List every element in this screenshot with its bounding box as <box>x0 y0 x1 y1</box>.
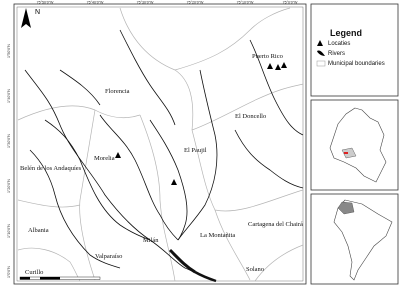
coord-label: 1°0'0"N <box>7 266 11 278</box>
north-label: N <box>35 9 40 16</box>
south-america-outline <box>333 199 393 281</box>
localities <box>115 62 287 185</box>
legend-locality-icon <box>317 40 323 46</box>
coord-label: 1°50'0"N <box>7 44 11 58</box>
place-label: Valparaíso <box>95 253 122 260</box>
legend-title: Legend <box>330 28 362 38</box>
place-label: Cartagena del Chairá <box>248 221 303 228</box>
colombia-highlight <box>337 201 355 215</box>
legend-item: Municipal boundaries <box>328 61 385 67</box>
colombia-outline <box>329 107 387 183</box>
place-label: Puerto Rico <box>252 53 283 60</box>
coord-label: 1°20'0"N <box>7 179 11 193</box>
main-map-frame <box>13 3 307 285</box>
place-label: Belén de los Andaquíes <box>20 165 82 172</box>
coord-label: 75°40'0"W <box>87 1 104 5</box>
coordinate-labels: 75°50'0"W 75°40'0"W 75°30'0"W 75°20'0"W … <box>7 1 298 279</box>
place-label: Curillo <box>25 269 43 276</box>
rivers <box>24 29 304 283</box>
place-label: Albania <box>28 227 49 234</box>
scale-bar <box>19 276 101 280</box>
coord-label: 1°40'0"N <box>7 89 11 103</box>
place-label: La Montañita <box>200 232 235 239</box>
coord-label: 75°20'0"W <box>187 1 204 5</box>
place-label: Florencia <box>105 88 130 95</box>
place-names: Puerto Rico Florencia El Doncello Moreli… <box>20 53 303 276</box>
place-label: Solano <box>246 266 264 273</box>
coord-label: 1°30'0"N <box>7 134 11 148</box>
place-label: El Doncello <box>235 113 266 120</box>
legend-river-icon <box>317 50 325 56</box>
coord-label: 1°10'0"N <box>7 224 11 238</box>
north-arrow: N <box>21 8 40 28</box>
legend-item: Locaties <box>328 41 350 47</box>
legend-item: Rivers <box>328 51 345 57</box>
place-label: Milán <box>143 237 159 244</box>
coord-label: 75°10'0"W <box>237 1 254 5</box>
place-label: El Paujil <box>184 147 207 154</box>
caqueta-region <box>341 147 357 159</box>
legend-box <box>310 3 399 97</box>
coord-label: 75°30'0"W <box>137 1 154 5</box>
study-area <box>344 152 348 154</box>
place-label: Morelia <box>94 155 115 162</box>
coord-label: 75°0'0"W <box>283 1 298 5</box>
legend-boundary-icon <box>316 60 326 67</box>
coord-label: 75°50'0"W <box>37 1 54 5</box>
inner-frame <box>16 6 304 282</box>
